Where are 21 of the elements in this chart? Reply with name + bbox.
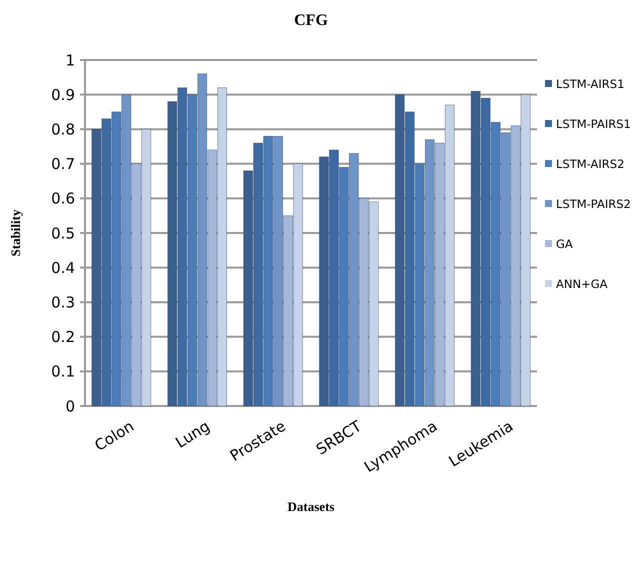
y-tick-label: 0.6	[51, 190, 75, 208]
y-tick-label: 0.7	[51, 155, 75, 174]
x-axis-title: Datasets	[288, 499, 334, 514]
y-tick-label: 0.5	[51, 224, 75, 242]
y-tick-label: 0.1	[51, 362, 75, 381]
y-tick-label: 0.4	[51, 258, 75, 277]
legend-label: LSTM-AIRS1	[556, 77, 624, 92]
y-tick-label: 0.8	[51, 120, 75, 138]
legend-label: LSTM-PAIRS1	[556, 117, 631, 132]
x-tick-label: Lung	[172, 417, 213, 452]
legend-label: ANN+GA	[556, 277, 608, 292]
legend-label: LSTM-AIRS2	[556, 157, 624, 172]
legend-label: LSTM-PAIRS2	[556, 197, 631, 212]
y-axis-title: Stability	[8, 209, 23, 256]
legend-label: GA	[556, 237, 573, 252]
y-tick-label: 0.3	[51, 293, 75, 312]
y-tick-label: 0	[65, 397, 75, 416]
y-tick-label: 1	[65, 51, 75, 70]
y-tick-label: 0.9	[51, 86, 75, 104]
chart-title: CFG	[294, 12, 328, 29]
y-tick-label: 0.2	[51, 328, 75, 346]
